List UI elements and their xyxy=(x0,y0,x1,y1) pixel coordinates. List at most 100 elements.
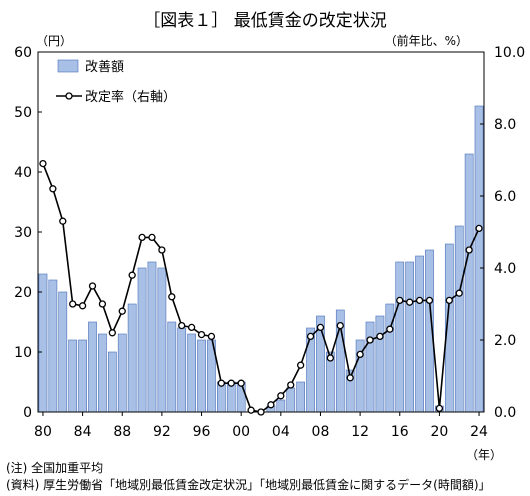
y-right-tick-label: 2.0 xyxy=(494,333,516,349)
line-point xyxy=(227,379,235,387)
y-right-tick-label: 0.0 xyxy=(494,405,516,421)
bar xyxy=(365,321,375,413)
bar xyxy=(157,267,167,413)
y-right-tick-label: 8.0 xyxy=(494,117,516,133)
bar xyxy=(286,387,296,413)
line-point xyxy=(386,325,394,333)
bar xyxy=(405,261,415,413)
line-point xyxy=(39,159,47,168)
bar xyxy=(276,399,286,413)
bar xyxy=(68,339,78,413)
y-left-tick-label: 50 xyxy=(14,105,32,121)
line-point xyxy=(455,289,463,297)
legend-line-label: 改定率（右軸） xyxy=(85,89,176,105)
left-axis-unit: （円） xyxy=(36,34,73,48)
legend-bar-swatch xyxy=(57,59,79,73)
line-point xyxy=(138,233,146,242)
legend-line-marker xyxy=(65,92,73,100)
bar xyxy=(306,327,315,413)
line-point xyxy=(49,185,57,193)
bar xyxy=(127,303,137,413)
bar xyxy=(395,261,405,413)
bar xyxy=(454,225,464,413)
line-point xyxy=(306,332,315,341)
bar xyxy=(375,315,385,413)
bar xyxy=(38,273,48,413)
line-point xyxy=(346,374,354,382)
line-point xyxy=(396,296,404,305)
line-point xyxy=(168,293,176,301)
line-point xyxy=(376,332,384,341)
line-point xyxy=(78,302,87,310)
line-point xyxy=(406,298,414,306)
bar xyxy=(137,267,147,413)
x-tick-label: 96 xyxy=(193,424,211,440)
bar xyxy=(177,327,187,413)
line-point xyxy=(277,392,285,400)
line-point xyxy=(356,350,364,359)
line-point xyxy=(445,296,453,305)
x-tick-label: 88 xyxy=(113,424,131,440)
bar xyxy=(98,333,107,413)
line-point xyxy=(59,217,67,225)
source-note: (資料) 厚生労働省「地域別最低賃金改定状況」「地域別最低賃金に関するデータ(時… xyxy=(6,478,491,492)
bar xyxy=(117,333,127,413)
line-point xyxy=(435,404,444,413)
line-point xyxy=(128,271,136,279)
line-point xyxy=(108,329,116,337)
line-point xyxy=(217,379,226,387)
line-point xyxy=(415,296,424,305)
y-left-tick-label: 30 xyxy=(14,225,32,241)
line-point xyxy=(336,321,344,330)
x-tick-label: 12 xyxy=(351,424,369,440)
y-left-tick-label: 60 xyxy=(14,45,32,61)
bar xyxy=(167,321,177,413)
line-point xyxy=(118,307,126,315)
x-tick-label: 08 xyxy=(312,424,330,440)
footnote: (注) 全国加重平均 xyxy=(6,461,104,475)
x-tick-label: 80 xyxy=(34,424,52,440)
x-axis-unit: （年） xyxy=(466,448,503,462)
bar xyxy=(197,339,206,413)
line-point xyxy=(287,381,295,389)
line-point xyxy=(316,323,325,332)
bar xyxy=(107,351,117,413)
x-tick-label: 16 xyxy=(391,424,409,440)
y-left-tick-label: 20 xyxy=(14,285,32,301)
line-point xyxy=(178,321,186,330)
bar xyxy=(58,291,68,413)
y-right-tick-label: 6.0 xyxy=(494,189,516,205)
bar xyxy=(474,105,484,413)
tick-labels: 0 10 20 30 40 50 60 0.0 2.0 4.0 6.0 8.0 10.0 80 84 88 92… xyxy=(14,45,525,440)
x-tick-label: 84 xyxy=(74,424,92,440)
y-left-tick-label: 0 xyxy=(23,405,32,421)
y-left-tick-label: 10 xyxy=(14,345,32,361)
y-right-tick-label: 4.0 xyxy=(494,261,516,277)
bar xyxy=(48,279,58,413)
line-point xyxy=(98,300,107,308)
y-right-tick-label: 10.0 xyxy=(494,45,525,61)
x-tick-label: 92 xyxy=(153,424,171,440)
bar xyxy=(187,333,196,413)
x-tick-label: 04 xyxy=(272,424,290,440)
x-tick-label: 00 xyxy=(232,424,250,440)
legend-bar-label: 改善額 xyxy=(85,59,124,75)
bar xyxy=(464,153,474,413)
bar xyxy=(147,261,157,413)
bar xyxy=(88,321,97,413)
line-point xyxy=(158,246,166,254)
line-point xyxy=(197,330,206,339)
line-point xyxy=(237,379,245,387)
line-point xyxy=(296,361,305,369)
line-point xyxy=(207,332,216,341)
bar xyxy=(296,381,306,413)
line-point xyxy=(187,323,196,332)
line-point xyxy=(88,282,97,290)
y-left-tick-label: 40 xyxy=(14,165,32,181)
line-point xyxy=(257,408,265,416)
bar-series xyxy=(38,105,484,413)
line-point xyxy=(148,233,156,242)
right-axis-unit: （前年比、%） xyxy=(384,34,468,48)
